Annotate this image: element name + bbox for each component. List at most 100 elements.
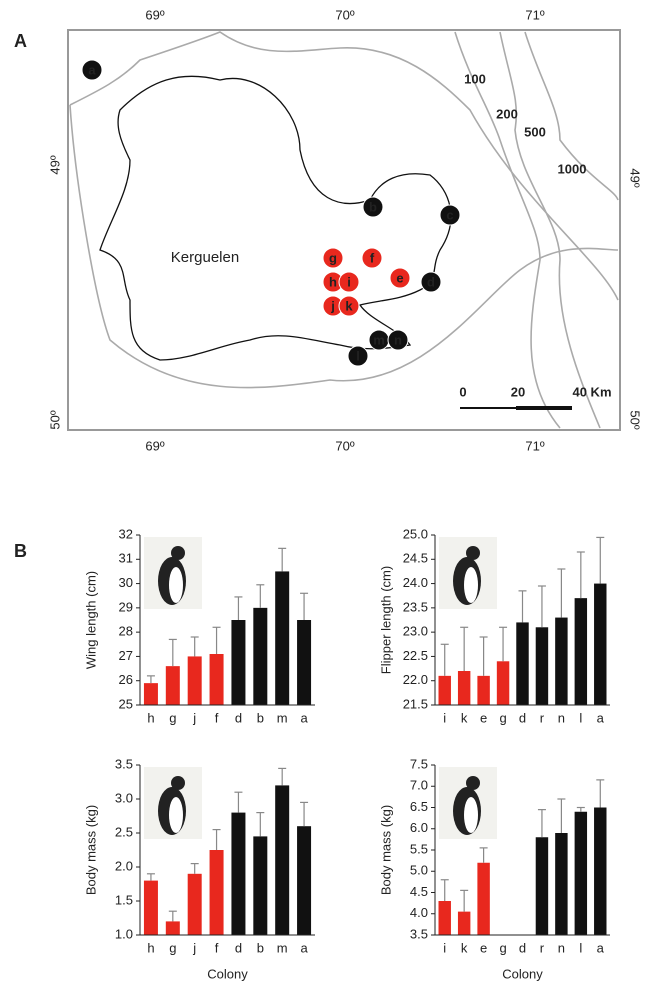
y-tick-label: 7.0 [410,778,428,793]
x-tick-label: a [597,940,605,955]
x-tick-label: g [499,710,506,725]
y-axis-label: Body mass (kg) [83,805,98,895]
colony-label: f [370,250,375,265]
longitude-label: 71º [525,438,544,453]
x-tick-label: l [579,940,582,955]
latitude-label: 49º [47,155,62,174]
longitude-label: 71º [525,7,544,22]
y-tick-label: 2.0 [115,858,133,873]
bar [574,811,588,935]
illustration [464,567,478,603]
colony-marker [322,247,344,269]
bar [594,583,607,705]
bar [209,850,224,935]
scale-label: 0 [459,384,466,399]
longitude-label: 69º [145,7,164,22]
y-tick-label: 3.5 [410,926,428,941]
bar [165,666,180,705]
x-tick-label: b [257,710,264,725]
x-tick-label: n [558,710,565,725]
colony-label: n [394,332,402,347]
depth-label: 500 [524,124,546,139]
scale-label: 20 [511,384,525,399]
map: Kerguelen [67,29,621,431]
colony-marker [81,59,103,81]
y-tick-label: 1.0 [115,926,133,941]
y-tick-label: 5.0 [410,863,428,878]
colony-marker [338,295,360,317]
y-tick-label: 32 [119,526,133,541]
latitude-label: 50º [47,410,62,429]
bar [496,661,510,705]
illustration [169,567,183,603]
y-tick-label: 21.5 [403,696,428,711]
y-tick-label: 23.0 [403,624,428,639]
bar [275,785,290,935]
y-tick-label: 3.0 [115,790,133,805]
y-tick-label: 24.0 [403,575,428,590]
panel-label: B [14,541,27,561]
y-tick-label: 25 [119,696,133,711]
colony-marker [420,271,442,293]
y-tick-label: 30 [119,575,133,590]
y-tick-label: 29 [119,599,133,614]
x-tick-label: d [235,940,242,955]
y-tick-label: 6.0 [410,820,428,835]
x-tick-label: g [499,940,506,955]
x-tick-label: m [277,710,288,725]
colony-label: d [427,274,435,289]
bar [477,862,490,935]
bar [477,675,490,705]
bar [187,873,202,935]
bar [457,911,471,935]
y-tick-label: 5.5 [410,841,428,856]
bar [275,571,290,705]
bar [253,607,268,705]
bar [438,675,451,705]
x-tick-label: k [461,940,468,955]
x-tick-label: b [257,940,264,955]
colony-label: i [347,274,351,289]
y-tick-label: 22.0 [403,672,428,687]
latitude-label: 50º [628,410,643,429]
x-tick-label: g [169,940,176,955]
bar [143,880,158,935]
y-axis-label: Wing length (cm) [83,571,98,669]
colony-marker [362,196,384,218]
x-tick-label: g [169,710,176,725]
y-tick-label: 24.5 [403,551,428,566]
y-tick-label: 7.5 [410,756,428,771]
y-tick-label: 25.0 [403,526,428,541]
illustration [169,797,183,833]
colony-label: k [345,298,353,313]
bar [457,671,471,705]
bar [438,901,451,935]
illustration [171,776,185,790]
colony-label: l [356,348,360,363]
x-tick-label: a [597,710,605,725]
depth-label: 1000 [558,161,587,176]
colony-label: h [329,274,337,289]
y-tick-label: 27 [119,648,133,663]
x-tick-label: e [480,710,487,725]
colony-label: m [373,332,385,347]
y-tick-label: 28 [119,624,133,639]
x-tick-label: d [235,710,242,725]
coastline [99,75,452,361]
bar [555,617,568,705]
y-tick-label: 4.0 [410,905,428,920]
colony-marker [347,345,369,367]
x-tick-label: n [558,940,565,955]
bar [555,833,568,935]
depth-label: 100 [464,71,486,86]
x-tick-label: r [540,940,545,955]
colony-label: b [369,199,377,214]
colony-marker [387,329,409,351]
bar [574,598,588,705]
colony-marker [389,267,411,289]
y-tick-label: 6.5 [410,799,428,814]
bar [165,921,180,935]
colony-label: a [88,62,96,77]
colony-label: c [446,207,453,222]
x-tick-label: d [519,710,526,725]
